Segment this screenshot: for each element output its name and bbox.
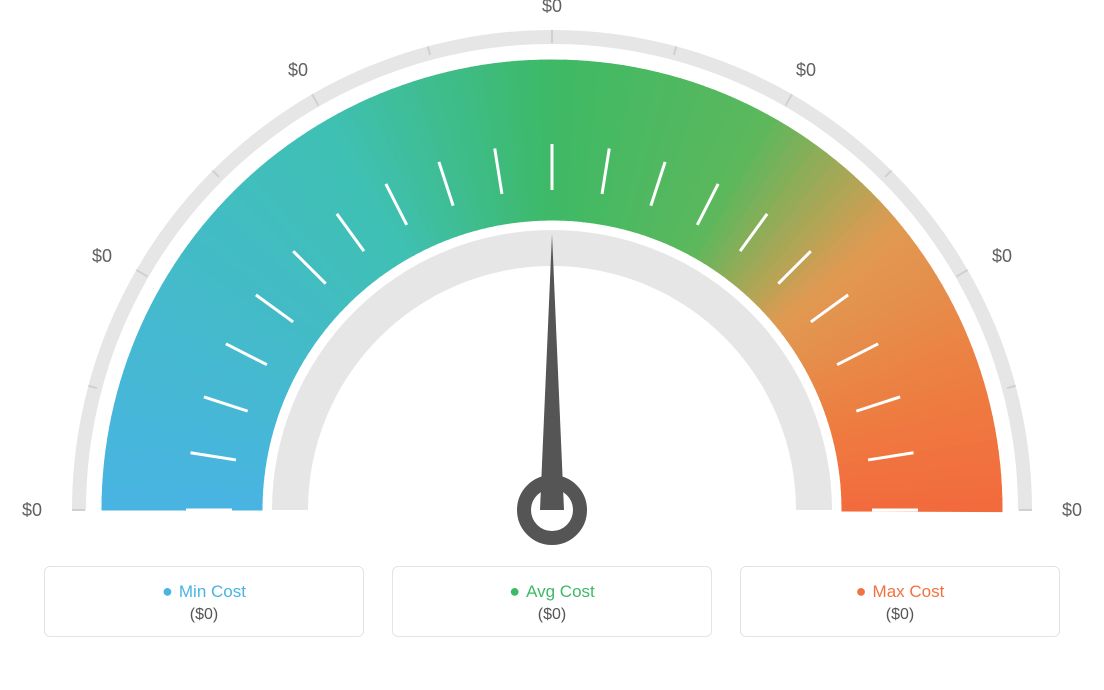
- legend-bullet-avg: ●: [509, 581, 520, 601]
- gauge-tick-label-6: $0: [1062, 500, 1082, 520]
- legend-label-avg: Avg Cost: [526, 582, 595, 601]
- gauge-tick-label-5: $0: [992, 246, 1012, 266]
- legend-row: ● Min Cost ($0) ● Avg Cost ($0) ● Max Cost …: [0, 566, 1104, 637]
- legend-value-min: ($0): [45, 606, 363, 624]
- legend-bullet-max: ●: [856, 581, 867, 601]
- gauge-tick-label-2: $0: [288, 60, 308, 80]
- gauge-tick-label-3: $0: [542, 0, 562, 16]
- legend-card-avg: ● Avg Cost ($0): [392, 566, 712, 637]
- legend-value-avg: ($0): [393, 606, 711, 624]
- gauge-tick-label-1: $0: [92, 246, 112, 266]
- gauge-tick-label-0: $0: [22, 500, 42, 520]
- gauge-chart: $0 $0 $0 $0 $0 $0 $0: [0, 0, 1104, 560]
- legend-bullet-min: ●: [162, 581, 173, 601]
- legend-card-max: ● Max Cost ($0): [740, 566, 1060, 637]
- legend-card-min: ● Min Cost ($0): [44, 566, 364, 637]
- legend-value-max: ($0): [741, 606, 1059, 624]
- legend-title-min: ● Min Cost: [45, 581, 363, 602]
- legend-label-max: Max Cost: [873, 582, 945, 601]
- gauge-svg: $0 $0 $0 $0 $0 $0 $0: [0, 0, 1104, 560]
- gauge-needle: [540, 234, 564, 510]
- legend-title-avg: ● Avg Cost: [393, 581, 711, 602]
- gauge-tick-label-4: $0: [796, 60, 816, 80]
- legend-label-min: Min Cost: [179, 582, 246, 601]
- legend-title-max: ● Max Cost: [741, 581, 1059, 602]
